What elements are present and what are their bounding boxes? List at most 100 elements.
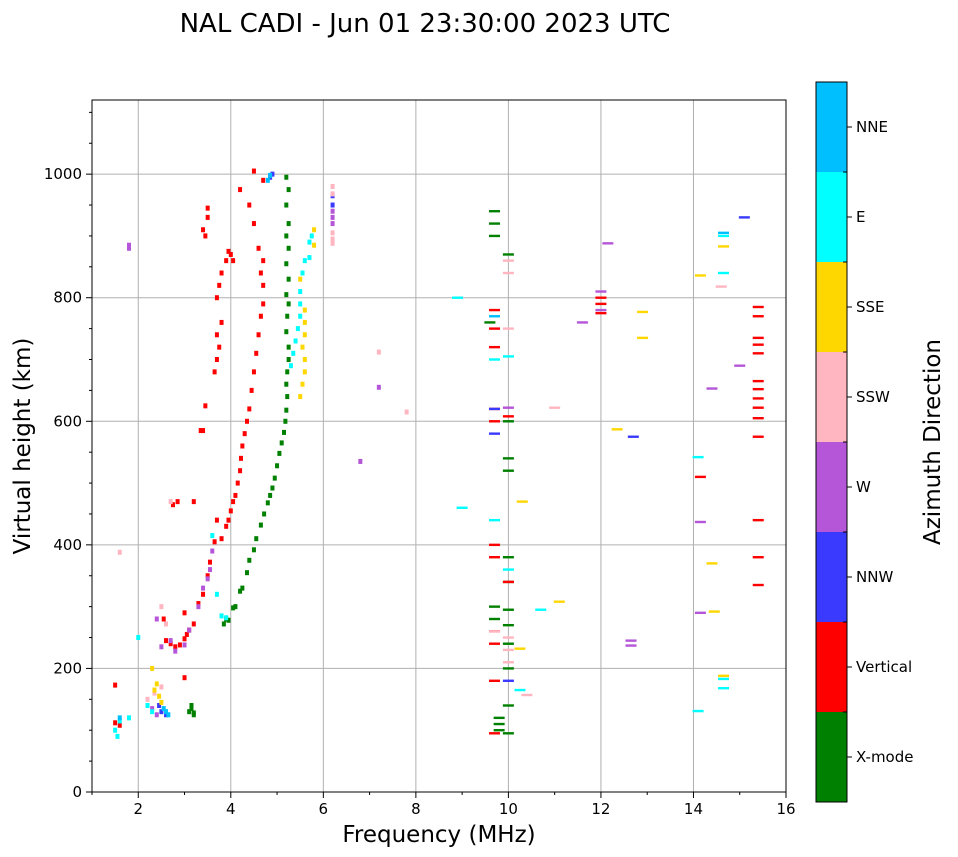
data-point [489,679,501,682]
data-point [113,727,118,733]
data-point [251,221,256,227]
data-point [595,290,607,293]
data-point [214,517,219,523]
data-point [300,381,305,387]
colorbar-segment [816,532,847,622]
data-point [692,709,704,713]
data-point [170,502,175,508]
data-point [295,326,300,332]
data-point [265,500,270,506]
data-point [718,234,730,238]
data-point [224,258,229,264]
data-point [489,432,501,435]
data-point [182,675,187,681]
data-point [217,282,222,288]
y-tick-label: 1000 [44,165,82,183]
data-point [164,638,169,644]
data-point [694,274,706,277]
data-point [358,458,363,464]
y-tick-label: 400 [53,536,82,554]
data-point [233,604,238,610]
data-point [157,703,162,708]
data-point [752,397,764,400]
data-point [300,270,305,276]
data-point [718,271,730,275]
data-point [330,240,335,246]
data-point [489,327,501,330]
data-point [752,556,764,559]
data-point [595,296,607,299]
data-point [214,357,219,362]
data-point [219,613,224,619]
data-point [553,600,565,603]
data-point [247,557,252,563]
data-point [602,242,614,245]
data-point [187,627,192,633]
data-point [298,289,303,295]
data-point [201,591,206,597]
data-point [489,420,501,423]
data-point [219,536,224,542]
data-point [164,621,169,627]
data-point [738,216,750,219]
colorbar-segment [816,352,847,442]
data-point [300,344,305,350]
data-point [502,568,514,571]
data-point [718,674,730,678]
data-point [502,327,514,330]
data-point [489,315,501,318]
data-point [502,420,514,423]
data-point [113,682,118,688]
data-point [268,492,273,498]
data-point [113,720,118,726]
data-point [549,406,561,409]
data-point [117,718,122,724]
colorbar-segment [816,262,847,352]
data-point [272,475,277,481]
data-point [502,623,514,627]
series-e [113,233,730,739]
data-point [752,343,764,346]
x-tick-label: 14 [684,800,703,818]
data-point [514,688,526,692]
data-point [637,310,649,314]
data-point [637,336,649,340]
data-points [113,168,764,739]
data-point [307,255,312,261]
x-tick-label: 8 [411,800,421,818]
data-point [251,168,256,174]
data-point [502,271,514,275]
data-point [258,522,263,528]
data-point [159,644,164,650]
data-point [715,285,727,288]
colorbar-tick-label: NNE [856,118,888,136]
data-point [484,321,496,324]
data-point [212,539,217,545]
data-point [145,703,150,708]
data-point [718,245,730,248]
data-point [154,616,159,622]
data-point [238,468,243,474]
x-tick-label: 4 [226,800,236,818]
data-point [288,363,293,369]
data-point [752,416,764,420]
colorbar-tick-label: X-mode [856,748,913,766]
data-point [309,233,314,239]
data-point [203,403,208,409]
data-point [226,617,231,623]
data-point [261,177,266,183]
data-point [376,384,381,390]
data-point [221,621,226,627]
y-tick-label: 800 [53,289,82,307]
data-point [136,635,141,641]
x-tick-label: 2 [133,800,143,818]
data-point [752,518,764,522]
colorbar-frame [815,81,848,803]
data-point [284,174,289,180]
data-point [201,585,206,591]
data-point [150,706,155,712]
data-point [752,315,764,318]
data-point [283,418,288,424]
data-point [493,722,505,726]
data-point [212,369,217,375]
